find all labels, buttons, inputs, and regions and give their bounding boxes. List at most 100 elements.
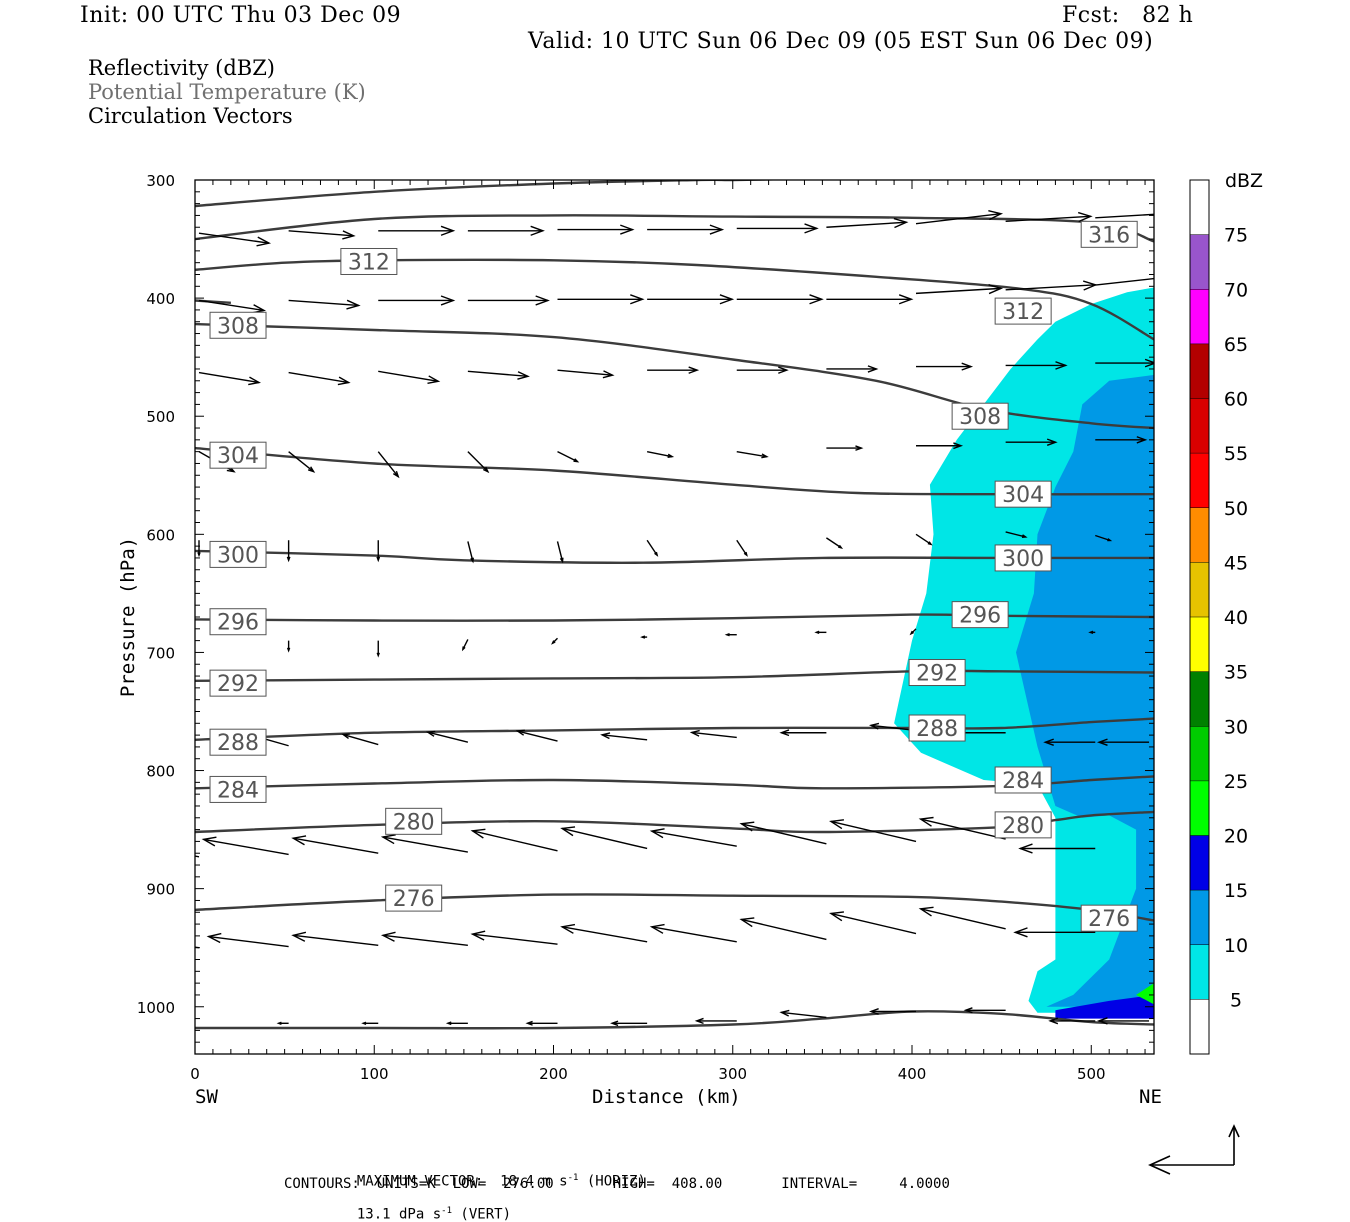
valid-time: Valid: 10 UTC Sun 06 Dec 09 (05 EST Sun … <box>528 29 1154 54</box>
theta-label-box <box>908 659 966 687</box>
theta-label-304: 304 <box>994 480 1052 508</box>
init-time: Init: 00 UTC Thu 03 Dec 09 <box>80 3 402 28</box>
circulation-vector <box>647 366 700 374</box>
circulation-vector <box>445 1021 468 1026</box>
circulation-vector <box>560 826 648 850</box>
circulation-vector <box>1018 843 1096 854</box>
vector-head <box>809 294 824 305</box>
colorbar-tick-label: 45 <box>1224 552 1248 574</box>
circulation-vector <box>114 839 200 858</box>
vector-head <box>1144 358 1154 368</box>
theta-label-text: 276 <box>393 887 435 912</box>
circulation-vector <box>868 722 917 732</box>
y-tick-label: 300 <box>146 172 175 190</box>
vector-shaft <box>826 221 907 228</box>
vector-shaft <box>195 946 200 949</box>
vector-head <box>197 552 201 558</box>
vector-shaft <box>343 733 379 746</box>
vector-head <box>440 225 456 236</box>
colorbar-tick-label: 20 <box>1224 826 1248 848</box>
theta-label-276: 276 <box>385 884 443 912</box>
colorbar-segment <box>1190 835 1209 891</box>
theta-label-text: 284 <box>217 778 259 803</box>
y-tick-label: 800 <box>146 763 175 781</box>
vector-head <box>286 556 291 563</box>
vector-shaft <box>561 827 648 850</box>
vector-head <box>654 551 659 557</box>
circulation-vector <box>378 370 441 385</box>
colorbar-segment <box>1190 453 1209 508</box>
theta-label-box <box>994 766 1052 794</box>
circulation-vector <box>557 224 635 235</box>
circulation-vector <box>736 366 789 374</box>
y-tick-label: 600 <box>146 526 175 544</box>
vector-shaft <box>741 823 827 845</box>
x-tick-label: 100 <box>360 1065 389 1083</box>
theta-label-text: 316 <box>1088 223 1130 248</box>
reference-vector-vertical-head <box>1228 1124 1240 1138</box>
circulation-vector <box>1096 738 1150 746</box>
circulation-vector <box>1096 1017 1150 1025</box>
circulation-vector <box>736 223 819 234</box>
colorbar-tick-label: 70 <box>1224 279 1248 301</box>
theta-label-text: 276 <box>1088 907 1130 932</box>
forecast-hour: Fcst: 82 h <box>1062 3 1194 28</box>
vector-shaft <box>293 934 379 947</box>
vector-head <box>893 217 909 229</box>
circulation-vector <box>198 299 267 314</box>
theta-label-292: 292 <box>209 669 267 697</box>
vector-head <box>551 640 556 645</box>
colorbar-segment <box>1190 289 1209 344</box>
x-tick-label: 200 <box>539 1065 568 1083</box>
vector-head <box>559 557 564 564</box>
vector-head <box>440 295 456 306</box>
vector-shaft <box>208 935 289 948</box>
vector-head <box>640 635 646 639</box>
vector-head <box>739 821 755 832</box>
circulation-vector <box>916 442 964 450</box>
vector-shaft <box>472 830 558 852</box>
vector-head <box>380 931 396 942</box>
theta-label-text: 296 <box>959 604 1001 629</box>
vector-head <box>988 210 1004 221</box>
x-tick-label: 400 <box>898 1065 927 1083</box>
vector-head <box>114 839 127 848</box>
vert-unit-exponent: -1 <box>441 1205 452 1216</box>
vector-head <box>724 633 730 637</box>
colorbar-title: dBZ <box>1225 170 1263 192</box>
vector-shaft <box>557 369 613 376</box>
circulation-vector <box>560 923 648 943</box>
vector-head <box>337 376 351 386</box>
colorbar-segment <box>1190 343 1209 399</box>
vector-shaft <box>602 734 648 741</box>
circulation-vector <box>1095 277 1154 286</box>
vector-head <box>855 445 864 451</box>
theta-label-280: 280 <box>994 811 1052 839</box>
colorbar-segment <box>1190 562 1209 617</box>
vector-head <box>1136 436 1148 444</box>
vector-head <box>1046 438 1058 446</box>
theta-label-box <box>951 601 1009 629</box>
vector-shaft <box>646 450 673 458</box>
vector-shaft <box>736 539 748 556</box>
vector-shaft <box>288 299 359 307</box>
theta-label-text: 300 <box>1002 547 1044 572</box>
theta-contour-292 <box>195 669 1154 682</box>
circulation-vector <box>739 821 827 845</box>
y-tick-label: 1000 <box>137 999 175 1017</box>
vector-shaft <box>556 541 564 562</box>
vector-shaft <box>203 838 289 856</box>
circulation-vector <box>1013 927 1096 938</box>
vector-head <box>291 835 307 846</box>
contour-label-layer: 316 312 312 308 308 304 304 300 300 296 296 292 292 2… <box>209 220 1138 932</box>
colorbar-layer: 5 10 15 20 25 30 35 40 45 50 55 60 65 70 75 dBZ <box>1189 170 1263 1055</box>
circulation-vector <box>1005 280 1098 291</box>
colorbar-segment <box>1190 999 1209 1054</box>
theta-label-text: 304 <box>1002 483 1044 508</box>
colorbar-segment <box>1190 398 1209 454</box>
theta-contour-layer <box>195 180 1154 1030</box>
circulation-vector <box>1048 1017 1096 1025</box>
horiz-unit-tail: (HORIZ) <box>578 1173 646 1190</box>
reflectivity-region-20dbz <box>1136 983 1154 1005</box>
vector-head <box>392 470 400 479</box>
